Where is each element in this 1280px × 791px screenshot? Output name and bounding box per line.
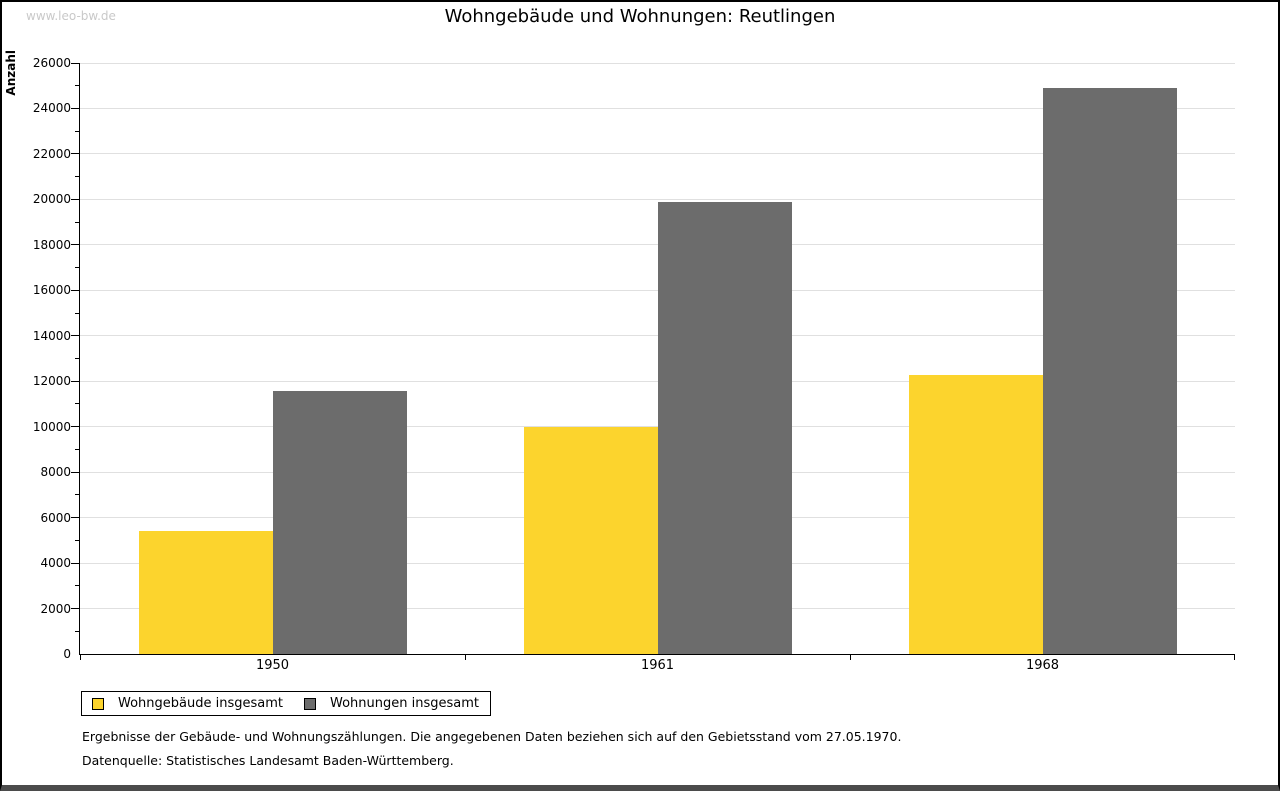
footnote-line2: Datenquelle: Statistisches Landesamt Bad… xyxy=(82,753,454,768)
y-axis-tick-label: 12000 xyxy=(32,374,71,389)
legend-label: Wohngebäude insgesamt xyxy=(118,696,283,711)
bar-wohngebaeude-1968 xyxy=(908,374,1043,654)
y-axis-minor-tick xyxy=(75,312,79,314)
gridline xyxy=(80,198,1235,200)
y-axis-tick-label: 2000 xyxy=(40,601,71,616)
gridline xyxy=(80,107,1235,109)
y-axis-minor-tick xyxy=(75,448,79,450)
y-axis-tick xyxy=(71,244,79,246)
gridline xyxy=(80,153,1235,155)
y-axis-minor-tick xyxy=(75,130,79,132)
y-axis-minor-tick xyxy=(75,176,79,178)
y-axis-tick xyxy=(71,335,79,337)
footnote-line1: Ergebnisse der Gebäude- und Wohnungszähl… xyxy=(82,729,902,744)
y-axis-tick xyxy=(71,380,79,382)
y-axis-minor-tick xyxy=(75,267,79,269)
x-axis-category-label: 1968 xyxy=(1025,658,1060,673)
y-axis-tick xyxy=(71,608,79,610)
y-axis-tick-label: 14000 xyxy=(32,328,71,343)
y-axis-tick xyxy=(71,517,79,519)
y-axis-tick-label: 8000 xyxy=(40,465,71,480)
gridline xyxy=(80,62,1235,64)
y-axis-tick-label: 10000 xyxy=(32,419,71,434)
y-axis-minor-tick xyxy=(75,403,79,405)
y-axis-tick xyxy=(71,426,79,428)
watermark: www.leo-bw.de xyxy=(26,9,116,23)
x-axis-tick xyxy=(850,655,851,660)
y-axis-tick-label: 6000 xyxy=(40,510,71,525)
legend-swatch-gray xyxy=(304,697,316,710)
y-axis-tick-label: 0 xyxy=(63,647,71,661)
y-axis-tick-label: 4000 xyxy=(40,556,71,571)
legend-item-wohnungen: Wohnungen insgesamt xyxy=(283,696,479,711)
x-axis-tick xyxy=(465,655,466,660)
y-axis-minor-tick xyxy=(75,494,79,496)
y-axis-tick xyxy=(71,107,79,109)
bar-wohngebaeude-1950 xyxy=(138,530,273,654)
plot-area: 0 2000 4000 6000 8000 10000 12000 14000 16000 180… xyxy=(33,56,1235,673)
y-axis-tick xyxy=(71,562,79,564)
x-axis-category-label: 1961 xyxy=(640,658,675,673)
x-axis-category-label: 1950 xyxy=(255,658,290,673)
y-axis-minor-tick xyxy=(75,585,79,587)
chart-title: Wohngebäude und Wohnungen: Reutlingen xyxy=(444,6,836,27)
y-axis-minor-tick xyxy=(75,358,79,359)
y-axis-minor-tick xyxy=(75,539,79,541)
x-axis-tick xyxy=(80,655,81,660)
y-axis-tick-label: 26000 xyxy=(32,56,71,70)
y-axis-tick xyxy=(71,289,79,291)
bar-wohnungen-1950 xyxy=(272,391,407,654)
bar-wohngebaeude-1961 xyxy=(523,427,658,654)
y-axis-tick-label: 18000 xyxy=(32,237,71,252)
bar-wohnungen-1961 xyxy=(657,201,792,654)
y-axis-tick xyxy=(71,471,79,473)
y-axis-minor-tick xyxy=(75,630,79,632)
y-axis-tick-label: 22000 xyxy=(32,146,71,161)
y-axis-minor-tick xyxy=(75,221,79,223)
y-axis-tick xyxy=(71,153,79,155)
legend: Wohngebäude insgesamt Wohnungen insgesam… xyxy=(81,691,491,716)
y-axis-tick-label: 20000 xyxy=(32,192,71,207)
legend-swatch-yellow xyxy=(92,697,104,710)
bar-wohnungen-1968 xyxy=(1042,88,1177,654)
y-axis-minor-tick xyxy=(75,85,79,87)
legend-label: Wohnungen insgesamt xyxy=(330,696,479,711)
y-axis-tick-label: 16000 xyxy=(32,283,71,298)
x-axis-tick xyxy=(1234,655,1235,660)
y-axis-tick xyxy=(71,62,79,64)
legend-item-wohngebaeude: Wohngebäude insgesamt xyxy=(82,696,283,711)
y-axis-tick-label: 24000 xyxy=(32,101,71,116)
y-axis-tick xyxy=(71,198,79,200)
